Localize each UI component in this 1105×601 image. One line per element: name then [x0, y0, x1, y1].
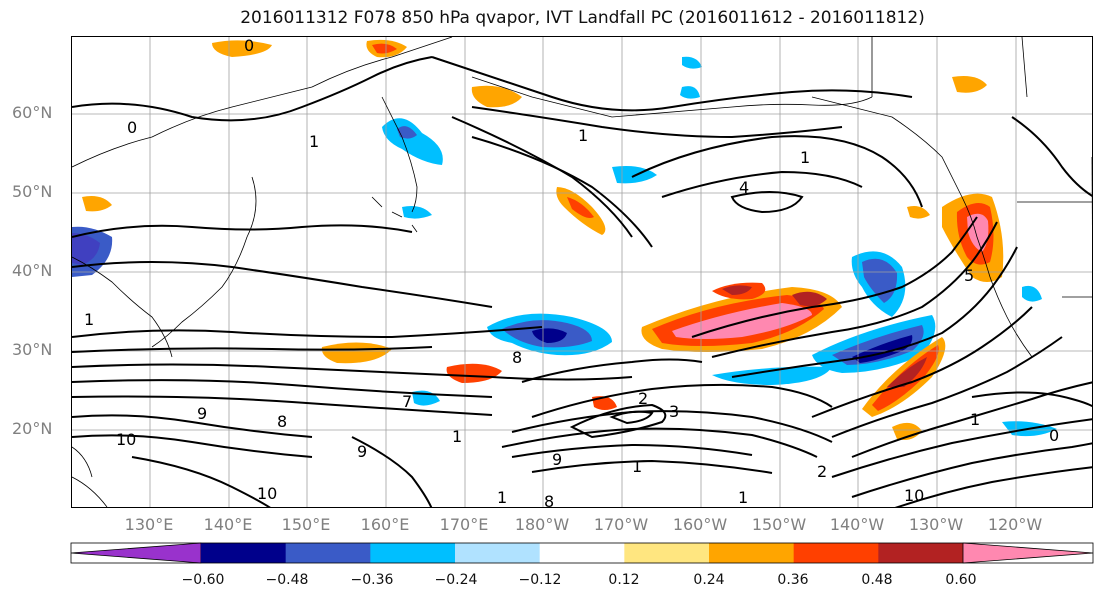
- lon-label-160w: 160°W: [672, 515, 728, 534]
- anomaly-shading: [72, 39, 1057, 440]
- coastlines: [72, 37, 1092, 507]
- contour-label: 1: [800, 148, 810, 167]
- colorbar-segment: [962, 542, 1094, 564]
- contour-label: 7: [402, 392, 412, 411]
- lon-label-130w: 130°W: [908, 515, 964, 534]
- colorbar-segments: [70, 542, 1094, 564]
- contour-label: 9: [357, 442, 367, 461]
- colorbar-tick: 0.24: [693, 572, 725, 588]
- colorbar-tick: 0.12: [608, 572, 640, 588]
- contour-label: 0: [244, 37, 254, 55]
- lon-label-150e: 150°E: [281, 515, 331, 534]
- lon-label-160e: 160°E: [360, 515, 410, 534]
- lat-label-20n: 20°N: [12, 419, 53, 438]
- lon-label-180w: 180°W: [514, 515, 570, 534]
- colorbar-tick: −0.36: [350, 572, 394, 588]
- contour-label: 3: [669, 402, 679, 421]
- contour-label: 0: [1049, 426, 1059, 445]
- colorbar-segment: [624, 543, 710, 563]
- contour-label: 9: [197, 404, 207, 423]
- lat-label-30n: 30°N: [12, 340, 53, 359]
- contour-label: 1: [452, 427, 462, 446]
- map-svg: 0 0 1 1 1 4 2 3 8 9 10 7 9 8 10 9 1 1 8 …: [72, 37, 1092, 508]
- contour-label-group: 0 0 1 1 1 4 2 3 8 9 10 7 9 8 10 9 1 1 8 …: [84, 37, 1059, 508]
- contour-label: 1: [970, 410, 980, 429]
- contour-label: 1: [497, 488, 507, 507]
- contour-label: 1: [738, 488, 748, 507]
- contour-label: 5: [964, 266, 974, 285]
- colorbar-tick: 0.48: [861, 572, 893, 588]
- map-panel: 0 0 1 1 1 4 2 3 8 9 10 7 9 8 10 9 1 1 8 …: [71, 36, 1093, 508]
- colorbar-segment: [793, 543, 879, 563]
- contour-label: 9: [552, 450, 562, 469]
- contour-label: 1: [578, 126, 588, 145]
- contour-label: 10: [904, 486, 924, 505]
- colorbar-tick: −0.60: [181, 572, 225, 588]
- colorbar-tick: −0.48: [265, 572, 309, 588]
- contour-label: 10: [257, 484, 277, 503]
- contour-label: 2: [817, 462, 827, 481]
- colorbar-tick: 0.60: [945, 572, 977, 588]
- contour-label: 8: [277, 412, 287, 431]
- colorbar-tick: 0.36: [777, 572, 809, 588]
- lat-label-40n: 40°N: [12, 261, 53, 280]
- colorbar-tick: −0.24: [434, 572, 478, 588]
- colorbar-segment: [201, 543, 287, 563]
- contour-label: 1: [84, 310, 94, 329]
- contour-label: 1: [309, 132, 319, 151]
- lon-label-140e: 140°E: [203, 515, 253, 534]
- graticule: [72, 37, 1092, 507]
- contour-label: 10: [116, 430, 136, 449]
- contour-label: 4: [739, 178, 749, 197]
- colorbar-segment: [539, 543, 625, 563]
- colorbar-segment: [709, 543, 795, 563]
- lon-label-170e: 170°E: [439, 515, 489, 534]
- contour-label: 1: [632, 457, 642, 476]
- contour-label: 8: [544, 492, 554, 508]
- lon-label-120w: 120°W: [987, 515, 1043, 534]
- colorbar-tick: −0.12: [518, 572, 562, 588]
- lon-label-150w: 150°W: [751, 515, 807, 534]
- colorbar-segment: [370, 543, 456, 563]
- lon-label-130e: 130°E: [124, 515, 174, 534]
- map-title: 2016011312 F078 850 hPa qvapor, IVT Land…: [240, 8, 925, 28]
- contour-lines: [72, 56, 1092, 507]
- lon-label-170w: 170°W: [593, 515, 649, 534]
- contour-label: 2: [638, 389, 648, 408]
- lat-label-50n: 50°N: [12, 182, 53, 201]
- colorbar-segment: [285, 543, 371, 563]
- contour-label: 8: [512, 348, 522, 367]
- lon-label-140w: 140°W: [829, 515, 885, 534]
- colorbar-segment: [878, 543, 964, 563]
- contour-label: 0: [127, 118, 137, 137]
- colorbar-segment: [455, 543, 541, 563]
- colorbar-segment: [70, 542, 202, 564]
- lat-label-60n: 60°N: [12, 103, 53, 122]
